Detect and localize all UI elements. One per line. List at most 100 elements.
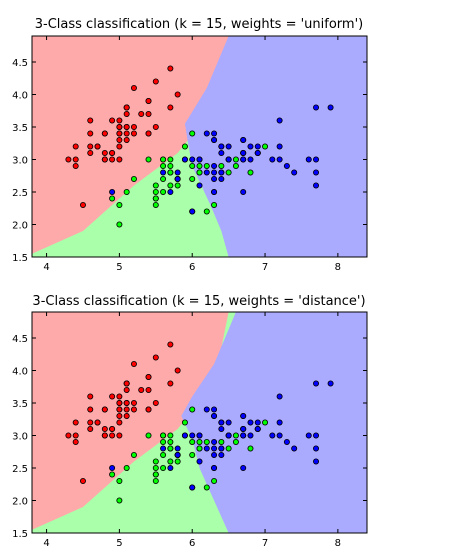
data-point-blue	[240, 432, 247, 439]
data-point-red	[130, 85, 137, 92]
data-point-blue	[313, 445, 320, 452]
data-point-green	[181, 143, 188, 150]
data-point-red	[152, 354, 159, 361]
data-point-red	[79, 477, 86, 484]
data-point-green	[160, 432, 167, 439]
data-point-blue	[225, 419, 232, 426]
data-point-green	[189, 162, 196, 169]
data-point-green	[116, 477, 123, 484]
data-point-green	[189, 406, 196, 413]
data-point-green	[174, 182, 181, 189]
y-tick-label: 3.0	[12, 432, 28, 443]
data-point-blue	[313, 156, 320, 163]
data-point-red	[101, 149, 108, 156]
axes-frame	[31, 311, 368, 534]
x-axis-ticks: 4 5 6 7 8	[43, 36, 341, 273]
region-red	[32, 36, 229, 254]
data-point-red	[72, 162, 79, 169]
data-point-green	[167, 156, 174, 163]
y-axis-ticks: 1.5 2.0 2.5 3.0 3.5 4.0 4.5	[12, 58, 367, 264]
data-point-blue	[313, 432, 320, 439]
data-point-red	[123, 400, 130, 407]
data-point-blue	[109, 188, 116, 195]
data-point-green	[152, 195, 159, 202]
data-point-red	[116, 124, 123, 131]
data-point-red	[123, 111, 130, 118]
data-point-red	[87, 406, 94, 413]
data-point-green	[196, 438, 203, 445]
data-point-green	[167, 432, 174, 439]
data-point-green	[152, 458, 159, 465]
data-point-blue	[225, 432, 232, 439]
data-point-green	[152, 471, 159, 478]
data-point-blue	[276, 117, 283, 124]
data-point-blue	[196, 182, 203, 189]
data-point-red	[130, 361, 137, 368]
data-point-blue	[211, 464, 218, 471]
data-point-red	[123, 124, 130, 131]
data-point-blue	[247, 156, 254, 163]
data-point-red	[167, 380, 174, 387]
x-tick-label: 5	[116, 538, 122, 549]
data-point-red	[87, 117, 94, 124]
data-point-green	[160, 156, 167, 163]
data-point-red	[167, 104, 174, 111]
data-point-green	[218, 162, 225, 169]
data-point-red	[116, 406, 123, 413]
data-point-blue	[189, 484, 196, 491]
data-point-red	[116, 136, 123, 143]
data-point-green	[167, 445, 174, 452]
y-tick-label: 2.5	[12, 188, 28, 199]
data-point-green	[232, 438, 239, 445]
region-red	[32, 312, 229, 530]
y-tick-label: 4.5	[12, 58, 28, 69]
data-point-red	[109, 117, 116, 124]
data-point-blue	[211, 188, 218, 195]
data-point-blue	[211, 412, 218, 419]
data-point-green	[167, 438, 174, 445]
data-point-green	[189, 438, 196, 445]
data-point-green	[145, 432, 152, 439]
data-point-blue	[203, 406, 210, 413]
data-point-red	[145, 406, 152, 413]
data-point-green	[109, 471, 116, 478]
data-point-red	[87, 130, 94, 137]
x-tick-label: 6	[189, 538, 195, 549]
chart-uniform-svg: 3-Class classification (k = 15, weights …	[12, 17, 368, 273]
data-point-red	[116, 117, 123, 124]
data-point-blue	[240, 412, 247, 419]
data-point-red	[65, 432, 72, 439]
data-point-red	[109, 149, 116, 156]
data-point-red	[116, 400, 123, 407]
chart-distance: 3-Class classification (k = 15, weights …	[0, 275, 465, 550]
data-point-blue	[203, 445, 210, 452]
data-point-blue	[327, 380, 334, 387]
data-point-red	[116, 393, 123, 400]
region-blue	[184, 36, 367, 257]
data-point-red	[109, 432, 116, 439]
x-tick-label: 4	[43, 538, 49, 549]
data-point-blue	[109, 464, 116, 471]
data-point-red	[72, 419, 79, 426]
data-point-red	[87, 149, 94, 156]
data-point-blue	[189, 208, 196, 215]
data-point-green	[262, 143, 269, 150]
data-point-blue	[305, 156, 312, 163]
data-point-blue	[291, 169, 298, 176]
data-point-blue	[160, 169, 167, 176]
data-point-red	[72, 438, 79, 445]
chart-title: 3-Class classification (k = 15, weights …	[32, 294, 365, 309]
x-tick-label: 4	[43, 262, 49, 273]
data-point-blue	[218, 143, 225, 150]
data-point-blue	[181, 156, 188, 163]
y-tick-label: 4.0	[12, 91, 28, 102]
x-tick-label: 5	[116, 262, 122, 273]
y-tick-label: 3.5	[12, 123, 28, 134]
data-point-red	[130, 400, 137, 407]
data-point-red	[101, 130, 108, 137]
data-point-red	[87, 143, 94, 150]
data-point-red	[123, 136, 130, 143]
data-point-red	[94, 419, 101, 426]
data-point-blue	[240, 156, 247, 163]
data-point-green	[167, 169, 174, 176]
